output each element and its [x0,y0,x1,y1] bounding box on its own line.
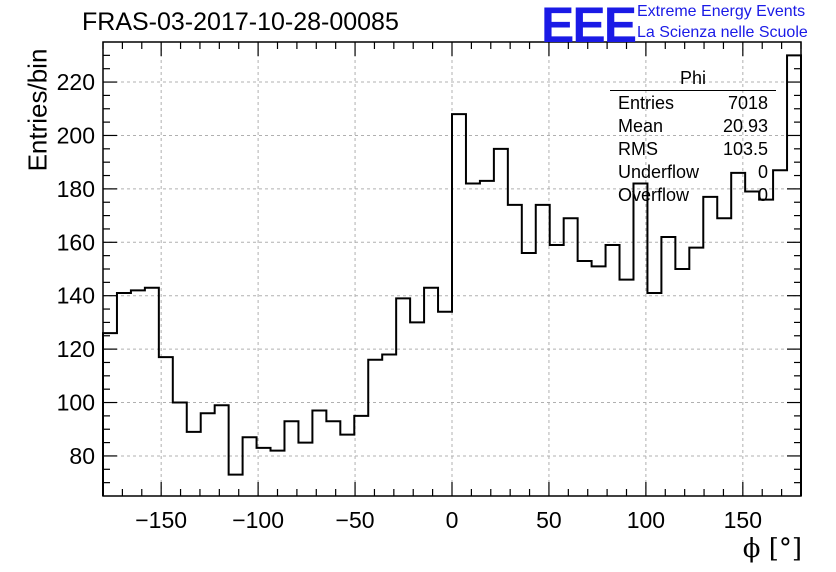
histogram-bin [201,413,215,496]
histogram-bin [773,170,787,496]
x-tick-label: −50 [336,507,375,533]
histogram-outline [102,54,802,496]
stats-label: Overflow [618,185,690,205]
histogram-bin [396,298,410,496]
histogram-bin [592,266,606,496]
x-axis-label: ϕ [°] [742,534,802,564]
stats-row-entries: Entries 7018 [610,93,776,116]
x-tick-label: 0 [446,507,459,533]
stats-title: Phi [610,68,776,91]
eee-logo: EEE [541,0,637,53]
stats-value: 20.93 [722,116,768,136]
histogram-bin [466,184,480,496]
brand-name: Extreme Energy Events [637,3,806,20]
stats-box: Phi Entries 7018 Mean 20.93 RMS 103.5 Un… [610,68,776,208]
histogram-bin [787,55,801,496]
histogram-bin [745,192,759,496]
histogram-bin [536,205,550,496]
y-tick-label: 140 [57,283,95,309]
histogram-bin [438,312,452,496]
histogram-bin [550,245,564,496]
histogram-bin [368,360,382,496]
histogram-bin [145,288,159,496]
histogram-bin [633,184,647,496]
x-tick-label: 50 [536,507,562,533]
stats-value: 7018 [727,93,768,113]
histogram-bin [522,253,536,496]
histogram-bin [312,411,326,496]
histogram-step-line [102,54,802,496]
histogram-bin [508,205,522,496]
y-tick-label: 80 [69,443,95,469]
histogram-bin [173,403,187,496]
histogram-bin [424,288,438,496]
y-tick-label: 220 [57,69,95,95]
histogram-bin [215,405,229,496]
histogram-bin [159,357,173,496]
histogram-bin [103,333,117,496]
y-axis-label: Entries/bin [22,48,53,172]
histogram-bin [620,280,634,496]
stats-value: 0 [757,162,768,182]
histogram-bin [731,173,745,496]
histogram-bin [480,181,494,496]
histogram-bin [494,149,508,496]
histogram-bin [382,354,396,496]
x-tick-label: 100 [627,507,665,533]
stats-value: 0 [757,185,768,205]
histogram-bin [759,200,773,496]
histogram-bin [647,293,661,496]
histogram-bin [243,437,257,496]
y-tick-label: 200 [57,122,95,148]
x-tick-label: −100 [232,507,284,533]
histogram-bin [703,197,717,496]
stats-row-underflow: Underflow 0 [610,162,776,185]
y-tick-label: 120 [57,336,95,362]
brand-tagline: La Scienza nelle Scuole [637,24,808,41]
histogram-bin [131,290,145,496]
stats-label: Mean [618,116,664,136]
histogram-bin [410,322,424,496]
stats-value: 103.5 [722,139,768,159]
histogram-bin [717,218,731,496]
histogram-bin [187,432,201,496]
axes: −150 −100 −50 0 50 100 150 80 100 120 140 160 180 200… [57,41,802,533]
histogram-bin [354,416,368,496]
histogram-bin [284,421,298,496]
histogram-bin [326,421,340,496]
histogram-bin [564,218,578,496]
histogram-bin [298,443,312,496]
stats-label: Entries [618,93,675,113]
histogram-bin [452,114,466,496]
stats-label: Underflow [618,162,700,182]
y-tick-label: 160 [57,229,95,255]
histogram-bin [689,248,703,496]
y-tick-label: 180 [57,176,95,202]
histogram-bin [117,293,131,496]
histogram-bin [229,475,243,496]
histogram-bin [661,237,675,496]
stats-label: RMS [618,139,658,159]
x-tick-label: −150 [135,507,187,533]
plot-title: FRAS-03-2017-10-28-00085 [82,8,399,36]
stats-row-overflow: Overflow 0 [610,185,776,208]
histogram-bin [578,261,592,496]
histogram-bin [340,435,354,496]
stats-row-rms: RMS 103.5 [610,139,776,162]
y-tick-label: 100 [57,390,95,416]
histogram-bin [606,245,620,496]
stats-row-mean: Mean 20.93 [610,116,776,139]
histogram-bin [675,269,689,496]
x-tick-label: 150 [724,507,762,533]
